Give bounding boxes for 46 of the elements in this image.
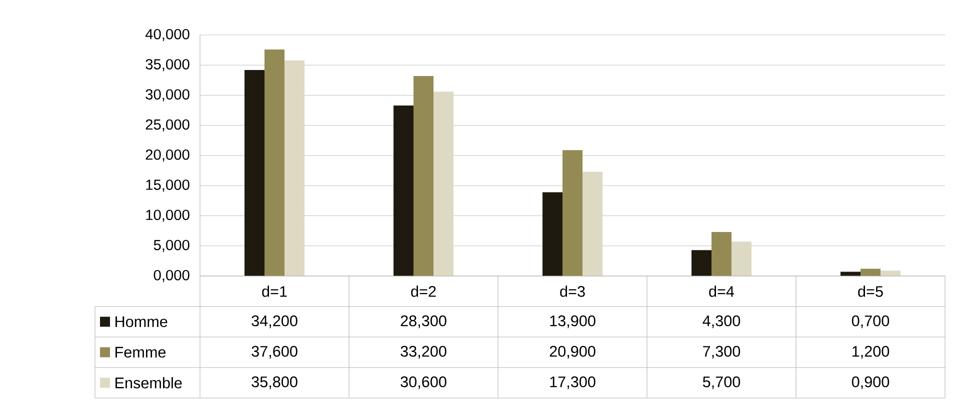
data-label: 30,600 xyxy=(400,376,446,390)
bar xyxy=(582,172,603,276)
bar xyxy=(244,70,265,276)
data-label: 28,300 xyxy=(400,315,446,328)
bar xyxy=(434,92,454,276)
bar xyxy=(732,242,752,276)
bar xyxy=(860,268,881,276)
data-label: 34,200 xyxy=(252,315,298,328)
data-label: 0,900 xyxy=(852,376,890,390)
data-label: 5,700 xyxy=(702,376,740,390)
bar xyxy=(264,49,285,276)
data-label: 1,200 xyxy=(852,346,890,359)
x-tick-label: d=2 xyxy=(411,286,436,297)
bar xyxy=(692,250,712,276)
bar xyxy=(880,270,901,276)
bar xyxy=(414,76,434,276)
y-tick-label: 5,000 xyxy=(154,240,190,252)
x-tick-label: d=3 xyxy=(560,286,585,297)
x-tick-label: d=1 xyxy=(262,286,287,297)
x-tick-label: d=4 xyxy=(709,286,734,297)
bar xyxy=(712,232,732,276)
legend-label: Ensemble xyxy=(116,377,182,388)
y-tick-label: 30,000 xyxy=(146,89,190,102)
data-label: 33,200 xyxy=(400,346,446,359)
data-label: 17,300 xyxy=(550,376,596,390)
y-tick-label: 10,000 xyxy=(146,210,190,222)
data-label: 0,700 xyxy=(852,315,890,328)
y-tick-label: 35,000 xyxy=(146,59,190,72)
data-label: 13,900 xyxy=(550,315,596,328)
data-label: 20,900 xyxy=(550,346,596,359)
x-tick-label: d=5 xyxy=(858,286,883,297)
data-label: 7,300 xyxy=(703,346,740,359)
data-label: 4,300 xyxy=(702,315,740,328)
data-label: 37,600 xyxy=(252,346,298,359)
y-tick-label: 25,000 xyxy=(146,119,190,132)
bar xyxy=(394,105,414,276)
y-tick-label: 0,000 xyxy=(154,270,190,282)
legend-label: Homme xyxy=(116,316,168,328)
legend-label: Femme xyxy=(116,346,166,358)
y-tick-label: 40,000 xyxy=(145,28,190,42)
bar xyxy=(542,192,563,276)
data-label: 35,800 xyxy=(252,376,298,390)
y-tick-label: 15,000 xyxy=(146,180,190,192)
bar xyxy=(562,150,583,276)
bar xyxy=(284,60,305,276)
y-tick-label: 20,000 xyxy=(146,149,190,162)
